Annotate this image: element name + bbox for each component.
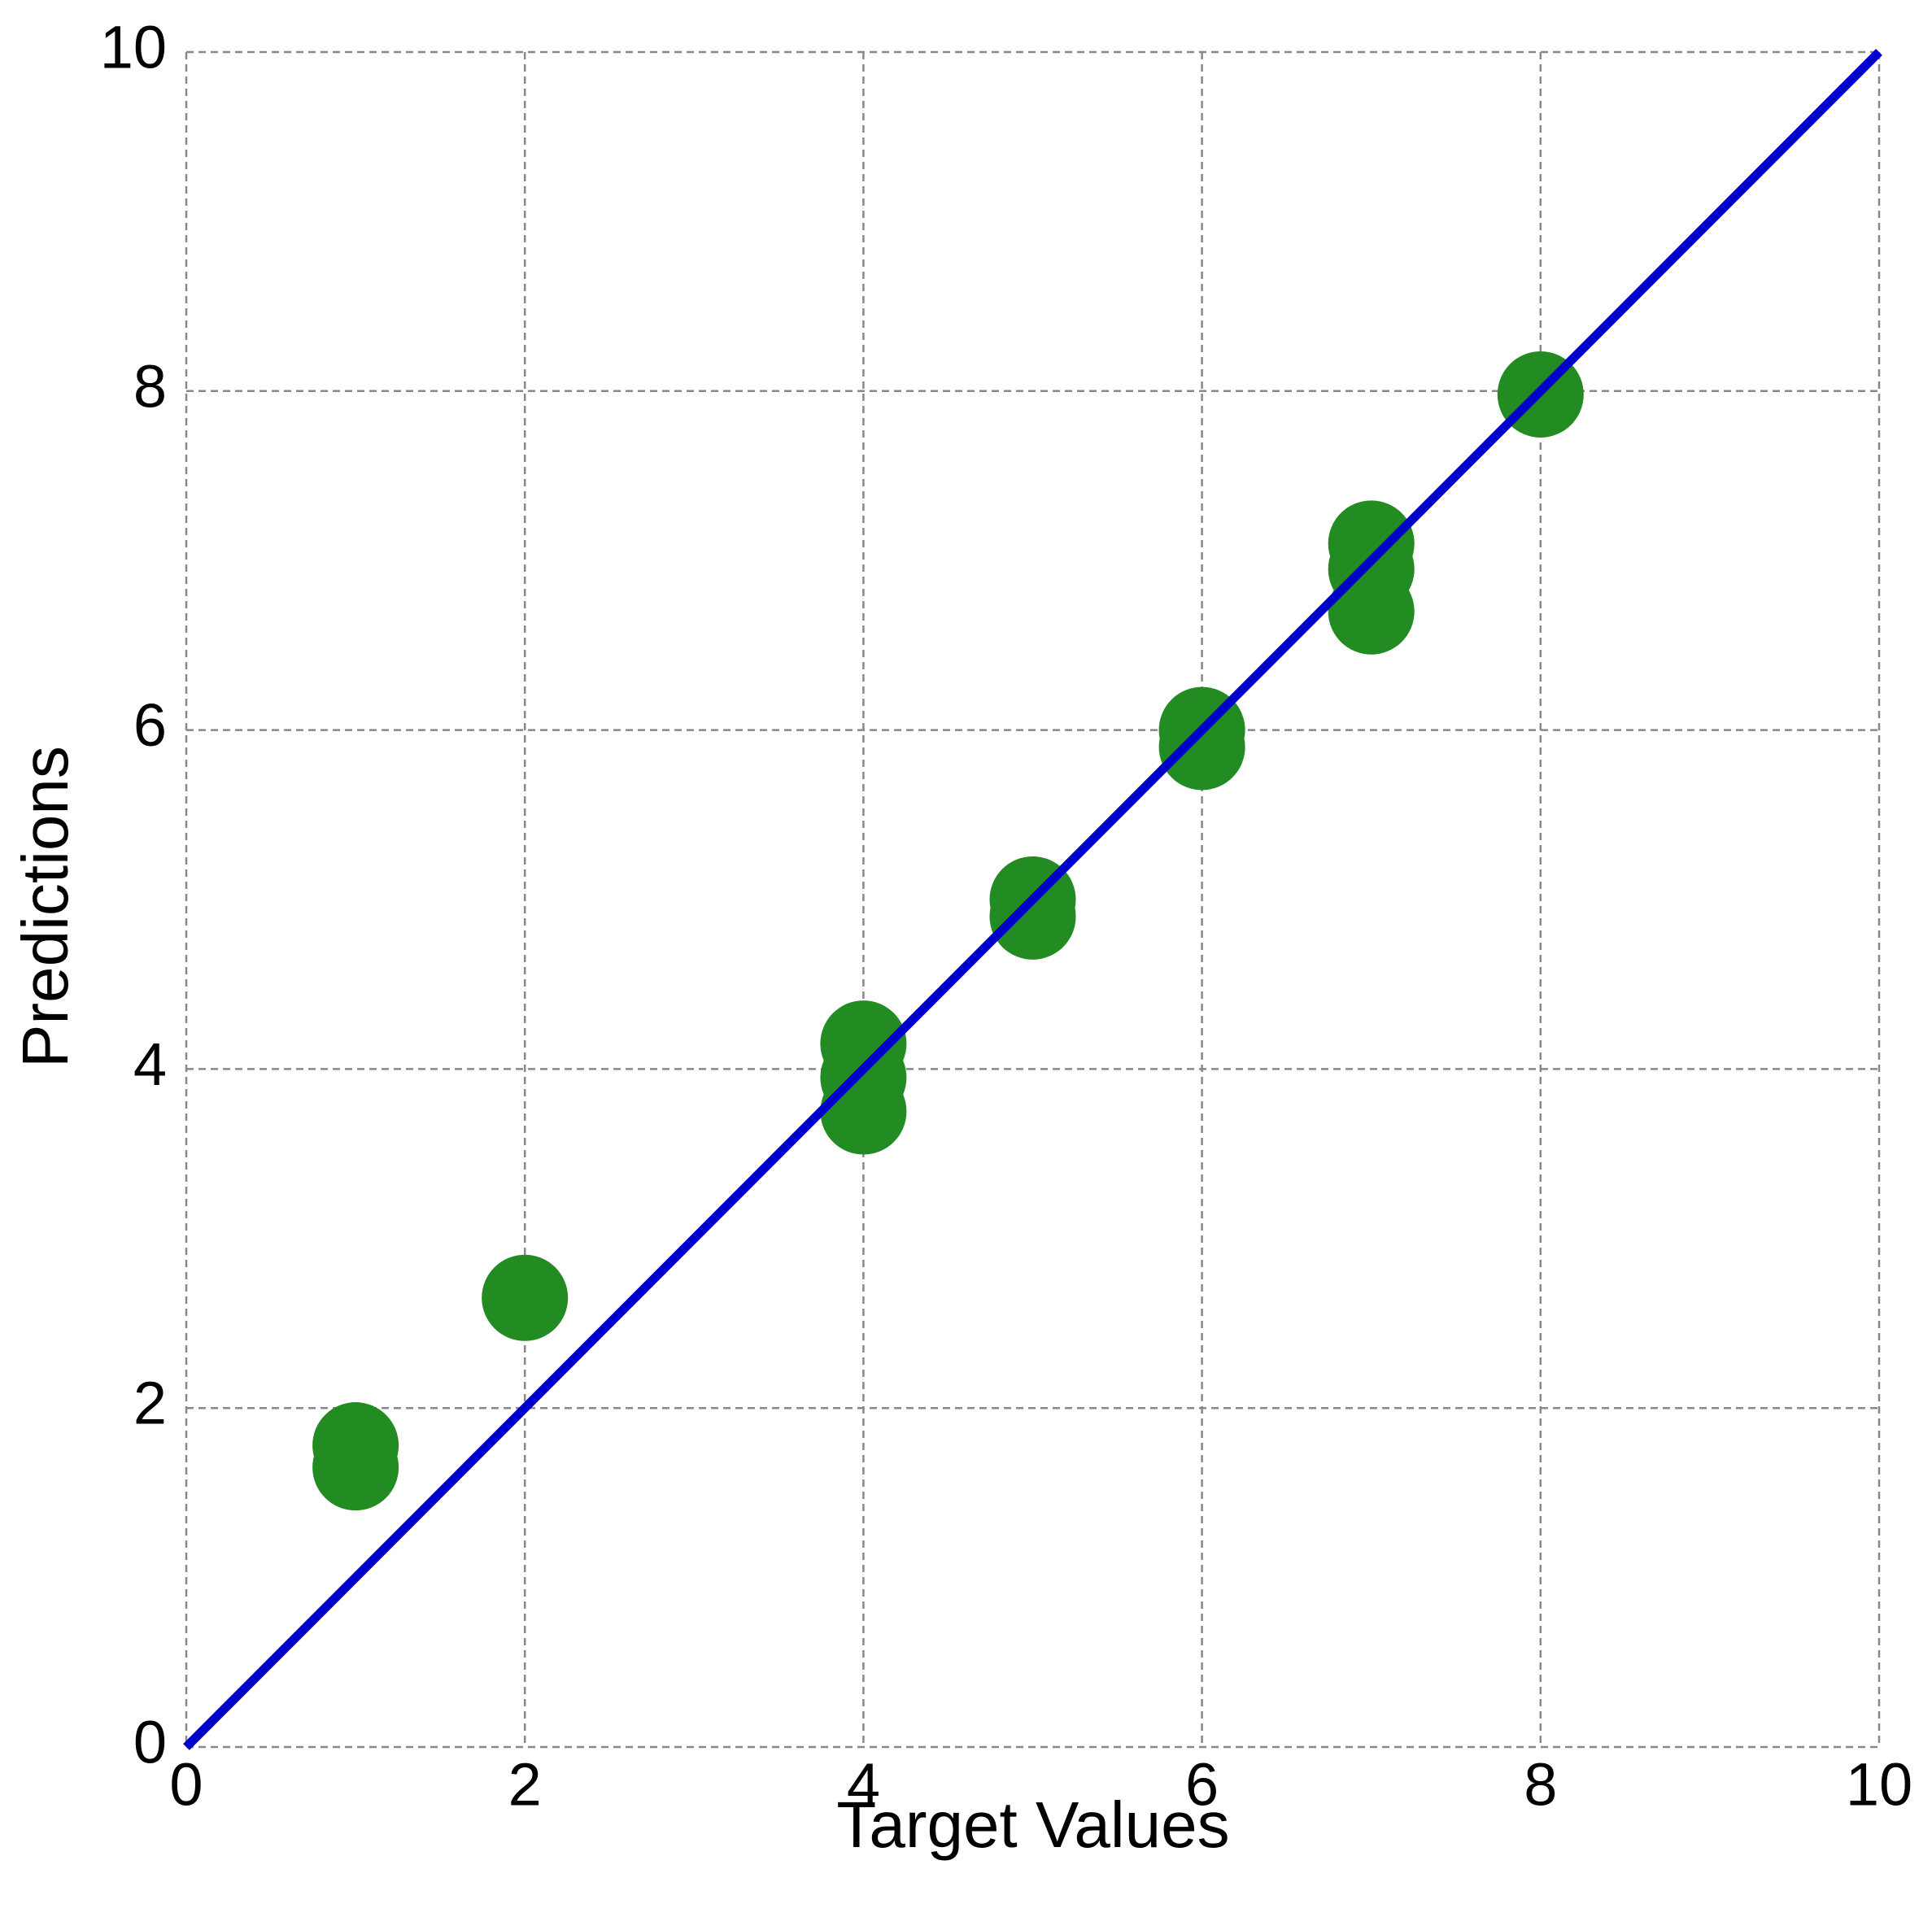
x-tick-label: 0 xyxy=(169,1751,203,1819)
y-tick-label: 2 xyxy=(133,1370,167,1437)
y-tick-label: 10 xyxy=(100,14,167,81)
x-tick-label: 2 xyxy=(508,1751,542,1819)
reference-line xyxy=(183,49,1882,1750)
y-axis-label: Predictions xyxy=(9,746,81,1068)
y-tick-label: 8 xyxy=(133,352,167,420)
x-tick-label: 6 xyxy=(1185,1751,1219,1819)
y-tick-label: 4 xyxy=(133,1030,167,1098)
scatter-point xyxy=(1158,704,1245,791)
scatter-point xyxy=(989,873,1076,960)
x-axis-label: Target Values xyxy=(836,1788,1229,1861)
scatter-point xyxy=(482,1254,569,1341)
scatter-point xyxy=(1328,568,1415,655)
y-tick-label: 0 xyxy=(133,1709,167,1776)
x-tick-label: 8 xyxy=(1524,1751,1557,1819)
y-tick-label: 6 xyxy=(133,691,167,759)
scatter-point xyxy=(820,1068,907,1155)
x-tick-label: 10 xyxy=(1846,1751,1912,1819)
scatter-point xyxy=(312,1424,399,1511)
x-tick-label: 4 xyxy=(847,1751,880,1819)
